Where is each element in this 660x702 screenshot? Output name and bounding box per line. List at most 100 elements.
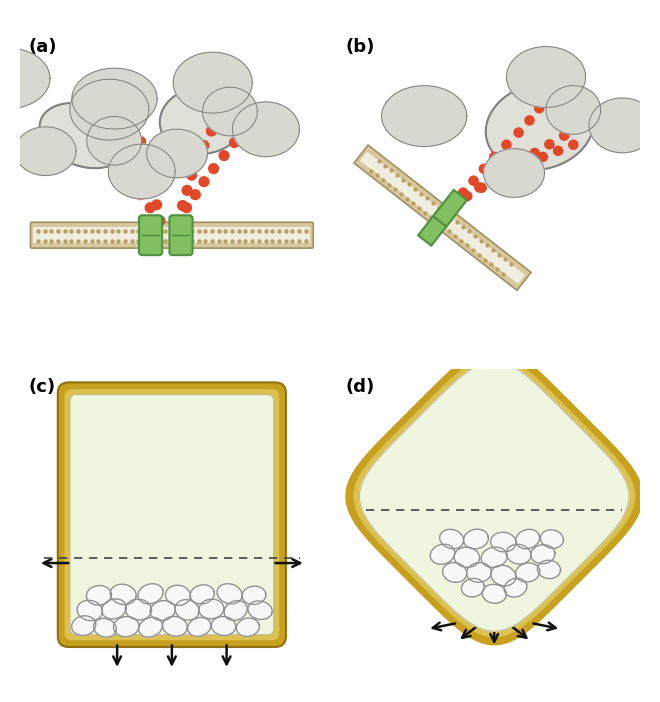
Polygon shape [506,544,531,564]
Circle shape [587,110,596,119]
Circle shape [173,216,183,225]
Polygon shape [102,599,126,619]
Circle shape [86,128,96,138]
Circle shape [544,91,554,100]
Polygon shape [147,129,207,178]
Circle shape [173,216,183,225]
Circle shape [178,201,187,211]
Circle shape [115,91,125,101]
Text: (a): (a) [29,39,57,56]
Polygon shape [430,544,455,564]
Polygon shape [531,545,555,564]
Polygon shape [486,83,594,170]
Polygon shape [94,618,116,637]
FancyBboxPatch shape [30,223,314,248]
Polygon shape [173,52,252,113]
Polygon shape [504,578,527,597]
Polygon shape [77,600,102,621]
Circle shape [502,140,511,150]
Circle shape [199,177,209,187]
Circle shape [492,175,501,184]
Circle shape [129,121,139,131]
Circle shape [136,137,146,147]
Circle shape [525,116,534,125]
Polygon shape [360,362,629,631]
Circle shape [230,138,240,147]
FancyBboxPatch shape [58,383,286,647]
Polygon shape [484,149,544,197]
Text: (d): (d) [345,378,374,396]
Circle shape [545,140,554,149]
Circle shape [240,125,249,134]
Polygon shape [248,601,272,619]
Circle shape [463,192,472,201]
Polygon shape [360,152,525,284]
Circle shape [502,166,510,175]
Polygon shape [381,86,467,147]
Circle shape [209,164,218,173]
Circle shape [143,152,152,161]
Circle shape [507,167,516,176]
Circle shape [136,190,145,199]
Text: (b): (b) [345,39,375,56]
Circle shape [448,200,457,209]
Polygon shape [463,529,488,549]
Polygon shape [354,357,634,637]
Circle shape [477,183,486,192]
Circle shape [191,190,200,199]
Polygon shape [454,547,480,567]
Circle shape [182,203,191,213]
Bar [34,227,310,243]
Polygon shape [461,578,484,597]
Circle shape [116,164,126,174]
Circle shape [461,192,471,201]
Polygon shape [481,547,507,567]
Polygon shape [541,530,564,548]
Polygon shape [467,563,492,582]
Polygon shape [108,144,175,199]
Circle shape [207,126,216,136]
Circle shape [523,159,531,168]
Polygon shape [346,348,642,644]
Polygon shape [40,103,128,168]
Circle shape [146,168,156,178]
Polygon shape [71,616,96,635]
Circle shape [145,203,155,213]
Polygon shape [114,616,139,637]
Polygon shape [72,68,157,129]
Polygon shape [242,586,266,604]
Polygon shape [86,117,141,165]
Circle shape [122,107,132,116]
Polygon shape [433,190,467,227]
Circle shape [560,131,569,140]
Text: (c): (c) [29,378,56,396]
Polygon shape [150,601,176,621]
Polygon shape [224,601,248,621]
Circle shape [459,188,468,197]
Circle shape [106,152,116,161]
Polygon shape [86,585,112,605]
Polygon shape [491,565,516,586]
Circle shape [187,171,197,180]
Circle shape [191,155,201,165]
Polygon shape [110,584,136,604]
Polygon shape [15,127,76,176]
Circle shape [214,112,224,121]
Circle shape [479,164,488,173]
Circle shape [222,98,232,107]
Polygon shape [515,529,540,549]
Circle shape [514,128,523,137]
FancyBboxPatch shape [65,389,279,640]
Polygon shape [354,145,531,291]
Circle shape [539,152,547,161]
Polygon shape [0,48,50,109]
Polygon shape [506,46,585,107]
Circle shape [535,104,544,113]
Polygon shape [589,98,656,153]
Circle shape [490,152,499,161]
Polygon shape [490,532,516,552]
Polygon shape [199,600,224,618]
Polygon shape [217,584,242,604]
Polygon shape [166,585,190,605]
Polygon shape [162,616,187,636]
